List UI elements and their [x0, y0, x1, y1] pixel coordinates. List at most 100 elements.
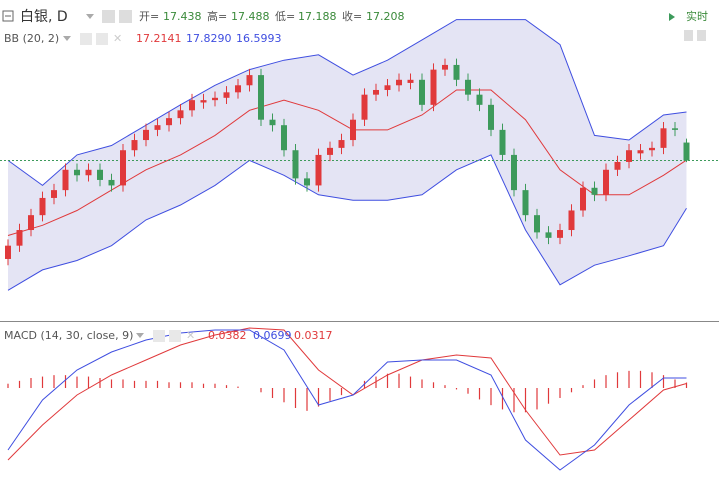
candle-body [476, 94, 483, 105]
candle-body [557, 230, 563, 238]
candle-body [235, 85, 241, 93]
candle-body [166, 118, 172, 126]
band-fill [8, 19, 687, 291]
candle-body [143, 129, 149, 141]
candle-body [108, 179, 115, 186]
dropdown-arrow[interactable] [63, 36, 71, 41]
candle-body [338, 140, 345, 148]
candle-body [131, 140, 138, 151]
candle-body [637, 150, 644, 154]
indicator-close[interactable]: ✕ [113, 32, 122, 45]
candle-body [672, 128, 678, 130]
candle-body [85, 169, 92, 176]
candle-body [453, 64, 460, 80]
bb-lower-line [7, 154, 687, 291]
indicator-icon[interactable] [96, 33, 108, 45]
settings-icon[interactable] [102, 10, 115, 23]
candle-body [534, 215, 540, 233]
candle-body [580, 187, 586, 211]
candle-body [350, 119, 356, 141]
indicator-icon[interactable] [80, 33, 92, 45]
realtime-button[interactable]: 实时 [686, 9, 708, 23]
candle-body [200, 100, 207, 103]
candle-body [120, 150, 126, 186]
candle-body [430, 69, 437, 105]
indicator-icon[interactable] [153, 330, 165, 342]
candle-body [660, 128, 667, 148]
candle-body [522, 190, 529, 216]
candle-body [442, 64, 448, 70]
candle-body [419, 79, 425, 105]
macd-value: 0.0699 [253, 329, 292, 342]
candle-body [373, 89, 379, 95]
candle-body [568, 210, 575, 231]
realtime-icon [669, 13, 675, 21]
candle-body [626, 150, 632, 162]
candle-body [304, 178, 310, 186]
settings-icon[interactable] [119, 10, 132, 23]
candle-body [177, 110, 184, 119]
macd-line [7, 329, 687, 471]
candle-body [488, 104, 494, 130]
open-value: 17.438 [163, 10, 202, 23]
price-pane [0, 19, 719, 291]
candle-body [396, 79, 402, 86]
candle-body [384, 85, 391, 90]
candle-body [39, 197, 46, 216]
dropdown-arrow[interactable] [86, 14, 94, 19]
low-label: 低= [275, 10, 295, 23]
collapse-icon[interactable] [2, 10, 14, 22]
dropdown-arrow[interactable] [136, 333, 144, 338]
candle-body [97, 169, 103, 180]
candle-body [212, 97, 218, 101]
close-label: 收= [342, 9, 362, 23]
candle-body [28, 215, 34, 231]
high-label: 高= [207, 9, 227, 23]
candle-body [62, 169, 69, 191]
open-label: 开= [139, 10, 159, 23]
candle-body [511, 154, 517, 191]
macd-pane [7, 327, 688, 471]
bb-middle-value: 17.2141 [136, 32, 182, 45]
indicator-close[interactable]: ✕ [186, 329, 195, 342]
symbol: 白银, D [20, 9, 68, 25]
high-value: 17.488 [231, 10, 270, 23]
candle-body [5, 245, 11, 259]
candle-body [465, 79, 471, 95]
candle-body [603, 169, 609, 195]
macd-title: MACD (14, 30, close, 9) [4, 329, 133, 342]
candle-body [591, 187, 598, 195]
candle-body [327, 147, 333, 155]
candle-body [258, 75, 264, 120]
candle-body [361, 94, 368, 120]
histogram-value: 0.0382 [208, 329, 247, 342]
candle-body [189, 100, 195, 111]
candle-body [407, 79, 414, 83]
bb-upper-line [7, 19, 687, 187]
bb-lower-value: 16.5993 [236, 32, 282, 45]
pane-icon[interactable] [697, 30, 706, 41]
candle-body [154, 125, 161, 130]
candle-body [281, 125, 287, 151]
bb-upper-value: 17.8290 [186, 32, 232, 45]
candle-body [16, 230, 23, 246]
candle-body [51, 190, 57, 198]
candle-body [614, 161, 621, 170]
candle-body [292, 150, 299, 179]
candle-body [499, 129, 506, 155]
candle-body [683, 142, 690, 161]
candle-body [74, 169, 80, 176]
candle-body [649, 147, 655, 151]
low-value: 17.188 [298, 10, 337, 23]
indicator-icon[interactable] [169, 330, 181, 342]
candle-body [315, 154, 322, 186]
pane-icon[interactable] [684, 30, 693, 41]
candle-body [545, 232, 552, 238]
signal-value: 0.0317 [294, 329, 333, 342]
candle-body [223, 92, 230, 98]
close-value: 17.208 [366, 10, 405, 23]
candle-body [246, 75, 253, 86]
candle-body [269, 119, 276, 126]
